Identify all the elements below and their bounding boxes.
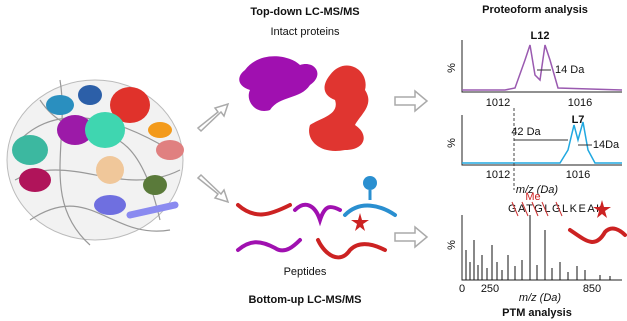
y-label: % bbox=[446, 138, 458, 148]
x-tick-label: 1012 bbox=[486, 97, 510, 109]
axis bbox=[461, 40, 622, 93]
x-tick-label: 0 bbox=[459, 283, 465, 295]
arrow bbox=[196, 173, 230, 204]
subtitle: Intact proteins bbox=[270, 26, 340, 38]
title: Proteoform analysis bbox=[482, 4, 588, 16]
title: Bottom-up LC-MS/MS bbox=[248, 294, 361, 306]
x-tick-label: 1016 bbox=[568, 97, 592, 109]
protein bbox=[239, 56, 318, 111]
arrow bbox=[394, 225, 429, 249]
annotation: 14Da bbox=[593, 139, 620, 151]
label: L7 bbox=[572, 114, 585, 126]
peptides bbox=[236, 202, 397, 260]
title: PTM analysis bbox=[502, 307, 572, 319]
arrow bbox=[394, 89, 429, 113]
fragment-marks bbox=[511, 201, 563, 217]
x-tick-label: 850 bbox=[583, 283, 601, 295]
x-label: m/z (Da) bbox=[516, 184, 559, 196]
x-tick-label: 250 bbox=[481, 283, 499, 295]
annotation: 14 Da bbox=[555, 64, 585, 76]
x-tick-label: 1016 bbox=[566, 169, 590, 181]
modification bbox=[363, 176, 377, 190]
label: L12 bbox=[531, 30, 550, 42]
modification-star bbox=[593, 200, 611, 218]
modification-label: Me bbox=[525, 191, 540, 203]
subtitle: Peptides bbox=[284, 266, 327, 278]
sequence: GATGLGLKEAK bbox=[508, 203, 605, 215]
title: Top-down LC-MS/MS bbox=[250, 6, 359, 18]
x-label: m/z (Da) bbox=[519, 292, 562, 304]
arrow bbox=[196, 102, 230, 133]
ribosome-structure bbox=[6, 79, 184, 246]
spectrum-peaks bbox=[465, 215, 611, 280]
spectrum bbox=[462, 44, 623, 91]
peptide bbox=[568, 226, 627, 244]
modification-star bbox=[351, 213, 369, 231]
y-label: % bbox=[446, 63, 458, 73]
axis bbox=[461, 215, 622, 281]
y-label: % bbox=[446, 240, 458, 250]
x-tick-label: 1012 bbox=[486, 169, 510, 181]
protein bbox=[309, 65, 369, 151]
axis bbox=[461, 115, 622, 166]
spectrum bbox=[462, 121, 622, 164]
annotation: 42 Da bbox=[511, 126, 541, 138]
